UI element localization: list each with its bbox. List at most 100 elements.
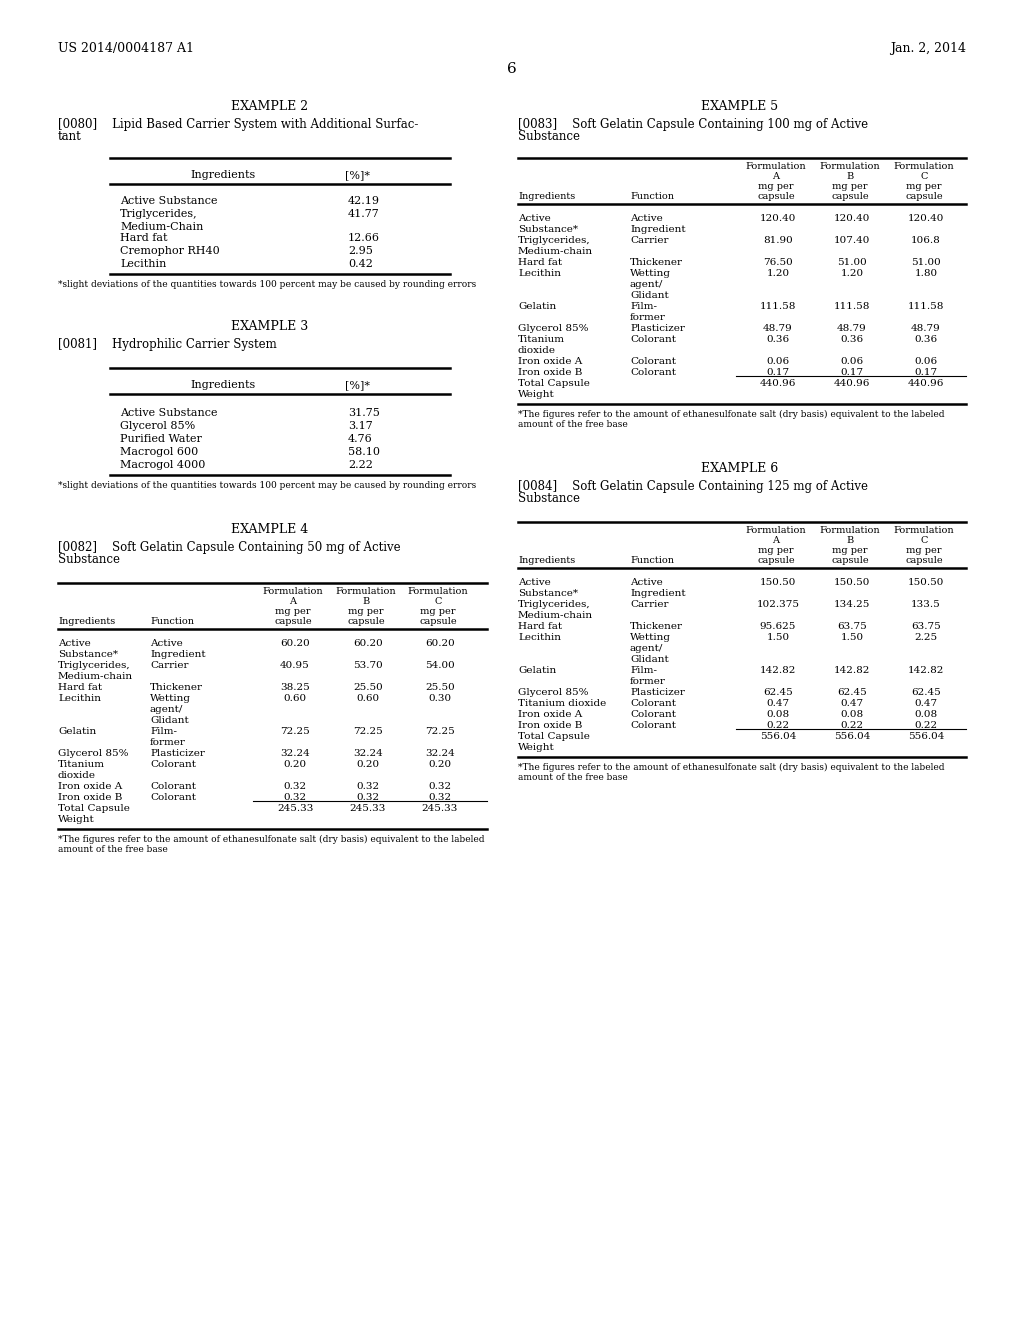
Text: 0.32: 0.32 [356, 781, 380, 791]
Text: Triglycerides,: Triglycerides, [518, 236, 591, 246]
Text: Substance*: Substance* [518, 589, 578, 598]
Text: *The figures refer to the amount of ethanesulfonate salt (dry basis) equivalent : *The figures refer to the amount of etha… [518, 411, 944, 420]
Text: Plasticizer: Plasticizer [630, 688, 685, 697]
Text: [0080]    Lipid Based Carrier System with Additional Surfac-: [0080] Lipid Based Carrier System with A… [58, 117, 419, 131]
Text: A: A [290, 597, 297, 606]
Text: Film-: Film- [630, 302, 657, 312]
Text: 111.58: 111.58 [760, 302, 797, 312]
Text: Colorant: Colorant [630, 356, 676, 366]
Text: Iron oxide B: Iron oxide B [58, 793, 123, 803]
Text: 53.70: 53.70 [353, 661, 383, 671]
Text: 0.20: 0.20 [428, 760, 452, 770]
Text: 556.04: 556.04 [760, 733, 797, 741]
Text: A: A [772, 172, 779, 181]
Text: amount of the free base: amount of the free base [518, 420, 628, 429]
Text: dioxide: dioxide [58, 771, 96, 780]
Text: mg per: mg per [758, 546, 794, 554]
Text: 440.96: 440.96 [760, 379, 797, 388]
Text: 0.22: 0.22 [914, 721, 938, 730]
Text: Titanium: Titanium [58, 760, 105, 770]
Text: Plasticizer: Plasticizer [150, 748, 205, 758]
Text: Active: Active [58, 639, 91, 648]
Text: 0.42: 0.42 [348, 259, 373, 269]
Text: B: B [362, 597, 370, 606]
Text: *slight deviations of the quantities towards 100 percent may be caused by roundi: *slight deviations of the quantities tow… [58, 480, 476, 490]
Text: Glidant: Glidant [150, 715, 188, 725]
Text: 72.25: 72.25 [425, 727, 455, 737]
Text: Active: Active [150, 639, 182, 648]
Text: Iron oxide A: Iron oxide A [518, 356, 583, 366]
Text: 32.24: 32.24 [425, 748, 455, 758]
Text: 0.36: 0.36 [766, 335, 790, 345]
Text: 142.82: 142.82 [760, 667, 797, 675]
Text: Ingredients: Ingredients [190, 170, 255, 180]
Text: 48.79: 48.79 [763, 323, 793, 333]
Text: Colorant: Colorant [630, 700, 676, 708]
Text: Hard fat: Hard fat [58, 682, 102, 692]
Text: Thickener: Thickener [630, 622, 683, 631]
Text: dioxide: dioxide [518, 346, 556, 355]
Text: 1.80: 1.80 [914, 269, 938, 279]
Text: mg per: mg per [758, 182, 794, 191]
Text: C: C [434, 597, 441, 606]
Text: mg per: mg per [420, 607, 456, 616]
Text: Colorant: Colorant [150, 781, 196, 791]
Text: agent/: agent/ [630, 280, 664, 289]
Text: 60.20: 60.20 [425, 639, 455, 648]
Text: Hard fat: Hard fat [518, 622, 562, 631]
Text: Glycerol 85%: Glycerol 85% [518, 688, 589, 697]
Text: B: B [847, 172, 854, 181]
Text: Thickener: Thickener [630, 257, 683, 267]
Text: Substance: Substance [518, 492, 580, 506]
Text: 142.82: 142.82 [908, 667, 944, 675]
Text: Medium-chain: Medium-chain [518, 611, 593, 620]
Text: 40.95: 40.95 [281, 661, 310, 671]
Text: 63.75: 63.75 [911, 622, 941, 631]
Text: 3.17: 3.17 [348, 421, 373, 432]
Text: 245.33: 245.33 [422, 804, 458, 813]
Text: 1.50: 1.50 [841, 634, 863, 642]
Text: Substance: Substance [58, 553, 120, 566]
Text: Gelatin: Gelatin [518, 302, 556, 312]
Text: 31.75: 31.75 [348, 408, 380, 418]
Text: 60.20: 60.20 [281, 639, 310, 648]
Text: EXAMPLE 4: EXAMPLE 4 [231, 523, 308, 536]
Text: Carrier: Carrier [630, 601, 669, 609]
Text: Function: Function [150, 616, 194, 626]
Text: capsule: capsule [757, 191, 795, 201]
Text: 42.19: 42.19 [348, 195, 380, 206]
Text: Colorant: Colorant [630, 368, 676, 378]
Text: 0.17: 0.17 [766, 368, 790, 378]
Text: [%]*: [%]* [345, 380, 370, 389]
Text: Ingredients: Ingredients [518, 191, 575, 201]
Text: 2.25: 2.25 [914, 634, 938, 642]
Text: Film-: Film- [150, 727, 177, 737]
Text: Jan. 2, 2014: Jan. 2, 2014 [890, 42, 966, 55]
Text: 0.32: 0.32 [284, 781, 306, 791]
Text: 133.5: 133.5 [911, 601, 941, 609]
Text: 111.58: 111.58 [834, 302, 870, 312]
Text: Substance*: Substance* [58, 649, 118, 659]
Text: Medium-chain: Medium-chain [58, 672, 133, 681]
Text: capsule: capsule [831, 191, 868, 201]
Text: 95.625: 95.625 [760, 622, 797, 631]
Text: 51.00: 51.00 [911, 257, 941, 267]
Text: Triglycerides,: Triglycerides, [518, 601, 591, 609]
Text: [0083]    Soft Gelatin Capsule Containing 100 mg of Active: [0083] Soft Gelatin Capsule Containing 1… [518, 117, 868, 131]
Text: 0.06: 0.06 [766, 356, 790, 366]
Text: Carrier: Carrier [150, 661, 188, 671]
Text: 72.25: 72.25 [281, 727, 310, 737]
Text: Ingredient: Ingredient [630, 224, 686, 234]
Text: 48.79: 48.79 [838, 323, 867, 333]
Text: 0.20: 0.20 [356, 760, 380, 770]
Text: agent/: agent/ [150, 705, 183, 714]
Text: Wetting: Wetting [630, 269, 671, 279]
Text: 25.50: 25.50 [353, 682, 383, 692]
Text: 556.04: 556.04 [834, 733, 870, 741]
Text: former: former [150, 738, 186, 747]
Text: Function: Function [630, 556, 674, 565]
Text: 120.40: 120.40 [908, 214, 944, 223]
Text: 6: 6 [507, 62, 517, 77]
Text: 48.79: 48.79 [911, 323, 941, 333]
Text: EXAMPLE 6: EXAMPLE 6 [701, 462, 778, 475]
